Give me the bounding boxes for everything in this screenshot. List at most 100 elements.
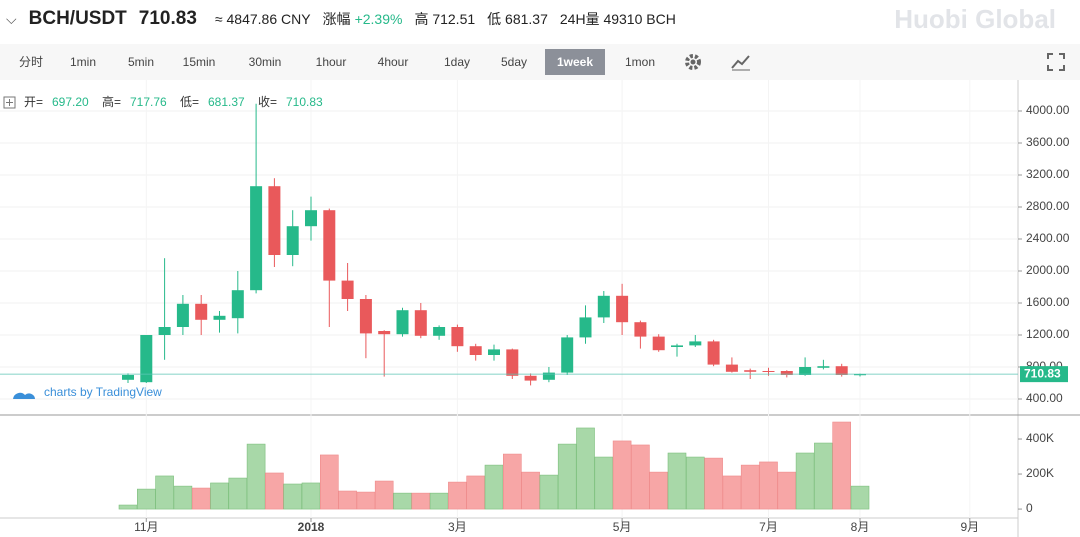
candle-body: [579, 317, 592, 338]
candle-body: [835, 366, 848, 375]
interval-button[interactable]: 4hour: [377, 55, 409, 69]
last-price-box: [1020, 366, 1068, 383]
volume-bar: [338, 490, 357, 510]
legend-toggle[interactable]: [3, 96, 16, 109]
x-tick-label: 7月: [759, 520, 778, 534]
y-tick-label: 2000.00: [1026, 263, 1070, 277]
candle-body: [634, 322, 647, 337]
volume-bar: [722, 475, 742, 510]
volume-bar: [850, 485, 870, 510]
candle-body: [433, 327, 446, 336]
candle-body: [561, 337, 574, 373]
candle-body: [286, 226, 299, 255]
volume-bar: [301, 482, 321, 510]
candle-body: [231, 290, 244, 319]
y-tick-label: 1600.00: [1026, 295, 1070, 309]
volume-bar: [118, 504, 138, 510]
header: ⌵ BCH/USDT 710.83 ≈ 4847.86 CNY 涨幅 +2.39…: [0, 0, 1080, 38]
volume-tick-label: 0: [1026, 501, 1033, 515]
candle-body: [305, 210, 317, 227]
candle-body: [268, 186, 281, 255]
x-tick-label: 3月: [448, 520, 467, 534]
candle-body: [597, 295, 610, 318]
candle-body: [780, 371, 793, 375]
x-tick-label: 9月: [960, 520, 979, 534]
x-tick-label: 5月: [613, 520, 632, 534]
candle-body: [506, 349, 519, 376]
interval-button[interactable]: 1min: [69, 55, 96, 69]
legend-label: 高=: [102, 94, 121, 109]
volume-bar: [356, 491, 376, 510]
volume-bar: [795, 452, 815, 510]
interval-button[interactable]: 5min: [127, 55, 154, 69]
y-tick-label: 400.00: [1026, 391, 1063, 405]
watermark: charts by TradingView: [44, 385, 162, 399]
volume-bar: [228, 477, 248, 510]
volume-bar: [210, 482, 229, 510]
interval-button[interactable]: 30min: [248, 55, 282, 69]
fullscreen-icon[interactable]: [1046, 52, 1066, 72]
volume-bar: [667, 452, 687, 510]
candle-body: [158, 327, 171, 335]
candle-body: [414, 310, 427, 336]
interval-button[interactable]: 1week: [545, 49, 605, 75]
volume-bar: [484, 464, 504, 510]
y-tick-label: 3600.00: [1026, 135, 1070, 149]
candle-body: [488, 349, 500, 355]
y-tick-label: 1200.00: [1026, 327, 1070, 341]
volume-bar: [832, 421, 852, 510]
chevron[interactable]: ⌵: [6, 10, 17, 27]
change: +2.39%: [354, 11, 403, 27]
volume-bar: [576, 427, 595, 510]
candle-body: [616, 295, 629, 323]
legend-value: 697.20: [52, 95, 89, 109]
indicator-icon[interactable]: [730, 52, 752, 72]
volume-bar: [246, 443, 266, 510]
y-tick-label: 2400.00: [1026, 231, 1070, 245]
candle-body: [213, 315, 226, 320]
volume-bar: [429, 492, 449, 510]
high: 高 712.51: [414, 11, 476, 27]
legend-label: 收=: [258, 95, 277, 109]
volume-bar: [649, 471, 669, 510]
candle-body: [359, 299, 372, 334]
volume-bar: [502, 453, 522, 510]
interval-button[interactable]: 分时: [18, 55, 43, 69]
legend-label: 开=: [24, 95, 43, 109]
candle-body: [652, 336, 665, 351]
change-label: 涨幅: [322, 11, 351, 27]
pair[interactable]: BCH/USDT: [28, 8, 127, 29]
interval-button[interactable]: 15min: [182, 55, 216, 69]
low: 低 681.37: [487, 11, 548, 27]
candle-body: [451, 327, 464, 347]
x-tick-label: 8月: [851, 520, 870, 534]
y-tick-label: 4000.00: [1026, 103, 1070, 117]
legend-value: 681.37: [208, 95, 245, 109]
interval-button[interactable]: 1mon: [624, 55, 656, 69]
candle-body: [725, 364, 738, 372]
interval-button[interactable]: 5day: [500, 55, 528, 69]
toolbar: 分时 1min 5min 15min 30min 1hour 4hour 1day 5day 1w…: [0, 44, 1080, 80]
volume-tick-label: 400K: [1026, 431, 1054, 445]
interval-button[interactable]: 1hour: [315, 55, 347, 69]
candle-body: [762, 371, 775, 372]
chart: 400.00800.001200.001600.002000.002400.00…: [0, 80, 1080, 537]
candle-body: [854, 374, 866, 376]
interval-button[interactable]: 1day: [443, 55, 471, 69]
volume-bar: [814, 442, 833, 510]
x-tick-label: 2018: [298, 520, 325, 534]
volume-bar: [740, 464, 760, 510]
tradingview-logo: [13, 392, 35, 399]
volume-bar: [631, 444, 650, 510]
cny: ≈ 4847.86 CNY: [214, 11, 311, 27]
volume-bar: [265, 472, 284, 510]
settings-icon[interactable]: [683, 52, 703, 72]
volume-bar: [777, 471, 797, 510]
volume-bar: [594, 456, 614, 510]
candle-body: [195, 303, 208, 320]
volume-bar: [319, 454, 339, 510]
brand: Huobi Global: [894, 3, 1056, 34]
candle-body: [341, 280, 354, 299]
candle-body: [671, 345, 683, 347]
legend-label: 低=: [180, 95, 199, 109]
